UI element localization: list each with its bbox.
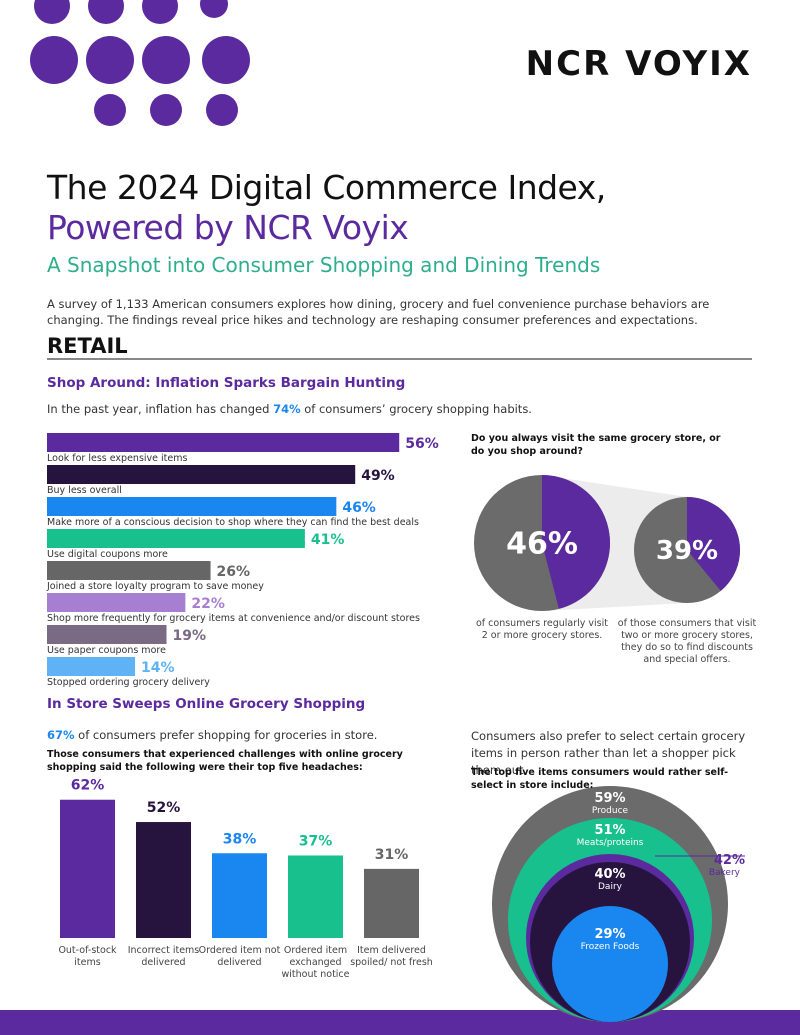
category-label: Look for less expensive items xyxy=(47,453,187,464)
lead-value: 74% xyxy=(273,402,301,416)
category-label: Use digital coupons more xyxy=(47,549,168,560)
title: Powered by NCR Voyix xyxy=(47,208,409,247)
chart-title: Those consumers that experienced challen… xyxy=(47,749,403,773)
bar xyxy=(136,822,191,938)
value-label: 14% xyxy=(141,660,175,676)
category-label: Make more of a conscious decision to sho… xyxy=(47,517,419,528)
category-label: Meats/proteins xyxy=(577,838,644,848)
footer-bar xyxy=(0,1010,800,1035)
bar xyxy=(364,868,419,938)
category-label: Shop more frequently for grocery items a… xyxy=(47,613,420,624)
bar xyxy=(47,497,337,516)
value-label: 26% xyxy=(217,564,251,580)
pie-slice xyxy=(687,497,740,591)
heading: In Store Sweeps Online Grocery Shopping xyxy=(47,696,366,712)
category-label: Ordered item not delivered xyxy=(198,945,281,968)
value-label: 46% xyxy=(342,500,376,516)
bar xyxy=(288,855,343,938)
section-title: RETAIL xyxy=(47,334,128,358)
bar xyxy=(47,465,356,484)
bar xyxy=(47,625,167,644)
category-label: Stopped ordering grocery delivery xyxy=(47,677,210,688)
bar xyxy=(47,593,186,612)
category-label: Out-of-stock items xyxy=(58,945,117,968)
value-label: 41% xyxy=(311,532,345,548)
value-label: 56% xyxy=(405,436,439,452)
value-label: 52% xyxy=(147,800,181,816)
caption: of consumers regularly visit 2 or more g… xyxy=(476,618,608,641)
subtitle: A Snapshot into Consumer Shopping and Di… xyxy=(47,253,601,277)
bar xyxy=(47,561,211,580)
category-label: Use paper coupons more xyxy=(47,645,166,656)
caption: of those consumers that visit two or mor… xyxy=(617,618,757,665)
category-label: Bakery xyxy=(709,868,741,878)
category-label: Ordered item exchanged without notice xyxy=(281,945,350,980)
value-label: 39% xyxy=(656,536,718,566)
heading: Shop Around: Inflation Sparks Bargain Hu… xyxy=(47,375,406,391)
value-label: 49% xyxy=(361,468,395,484)
bar xyxy=(212,853,267,938)
title: The 2024 Digital Commerce Index, xyxy=(47,168,606,207)
chart-intro: Consumers also prefer to select certain … xyxy=(471,729,746,777)
value-label: 38% xyxy=(223,831,257,847)
value-label: 46% xyxy=(506,527,578,562)
bar xyxy=(47,657,136,676)
lead-value: 67% xyxy=(47,728,75,742)
chart-title: The top five items consumers would rathe… xyxy=(471,767,729,791)
category-label: Frozen Foods xyxy=(581,942,640,952)
lead: 67% of consumers prefer shopping for gro… xyxy=(47,728,377,742)
value-label: 59% xyxy=(594,791,625,806)
category-label: Buy less overall xyxy=(47,485,122,496)
lead-text: of consumers’ grocery shopping habits. xyxy=(300,402,532,416)
bar xyxy=(47,529,305,548)
decorative-dots xyxy=(30,0,250,126)
lead: In the past year, inflation has changed … xyxy=(47,402,532,416)
category-label: Incorrect items delivered xyxy=(127,945,200,968)
value-label: 29% xyxy=(594,927,625,942)
category-label: Item delivered spoiled/ not fresh xyxy=(350,945,433,968)
value-label: 31% xyxy=(375,847,409,863)
bar xyxy=(60,799,115,938)
value-label: 42% xyxy=(714,853,745,868)
chart-title: Do you always visit the same grocery sto… xyxy=(471,433,721,457)
value-label: 51% xyxy=(594,823,625,838)
category-label: Dairy xyxy=(598,882,623,892)
circle xyxy=(552,906,668,1022)
category-label: Joined a store loyalty program to save m… xyxy=(46,581,264,592)
value-label: 37% xyxy=(299,833,333,849)
category-label: Produce xyxy=(592,806,629,816)
value-label: 19% xyxy=(173,628,207,644)
value-label: 40% xyxy=(594,867,625,882)
pie-slice xyxy=(542,475,610,609)
lead-text: In the past year, inflation has changed xyxy=(47,402,274,416)
lead-text: of consumers prefer shopping for groceri… xyxy=(74,728,378,742)
value-label: 62% xyxy=(71,778,105,794)
logo: NCR VOYIX xyxy=(525,44,752,84)
value-label: 22% xyxy=(191,596,225,612)
intro: A survey of 1,133 American consumers exp… xyxy=(47,297,710,327)
bar xyxy=(47,433,400,452)
